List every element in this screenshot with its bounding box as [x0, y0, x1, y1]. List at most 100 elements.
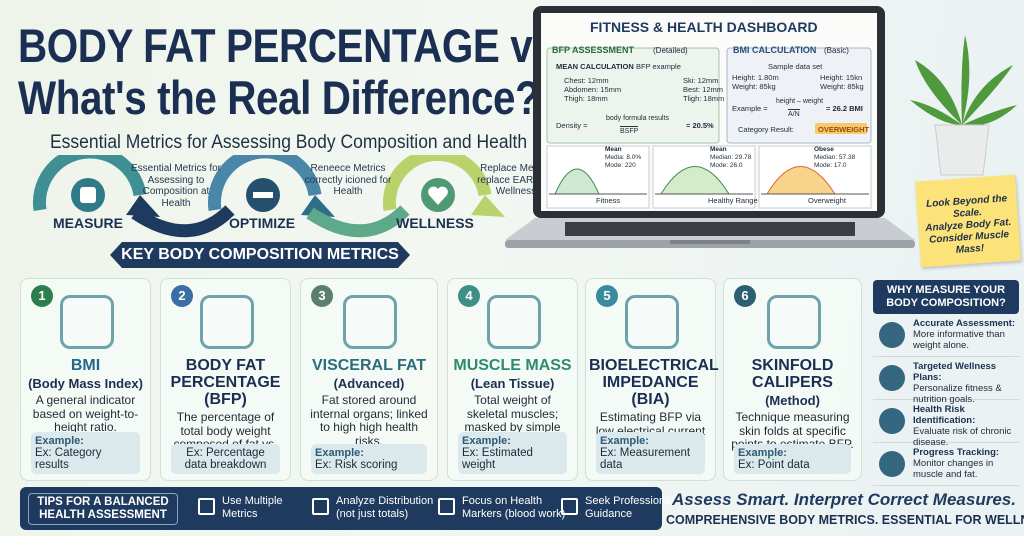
chart-stat: Mean	[710, 146, 727, 153]
card-number: 2	[171, 285, 193, 307]
metric-card: 3 VISCERAL FAT (Advanced) Fat stored around…	[300, 278, 438, 481]
card-title: SKINFOLD CALIPERS	[751, 357, 834, 391]
sidebar-item-title: Progress Tracking:	[913, 447, 1000, 458]
title-line-2: What's the Real Difference?	[18, 71, 540, 124]
metric-card: 2 BODY FAT PERCENTAGE (BFP) The percentage…	[160, 278, 291, 481]
example-box: Example: Ex: Measurement data	[596, 432, 705, 474]
example-box: Example: Ex: Category results	[31, 432, 140, 474]
bfp-heading: BFP ASSESSMENT	[552, 45, 635, 55]
card-number: 6	[734, 285, 756, 307]
sidebar-item: Targeted Wellness Plans: Personalize fitn…	[873, 357, 1019, 405]
flow-note: Reneece Metrics correctly icioned for He…	[304, 163, 392, 197]
bfp-row: Abdomen: 15mm	[564, 85, 622, 94]
bfp-numerator: body formula results	[606, 115, 670, 122]
card-icon	[199, 295, 254, 349]
example-label: Example:	[600, 435, 649, 447]
flow-step: OPTIMIZE	[228, 215, 296, 231]
example-text: Ex: Estimated weight	[462, 447, 533, 471]
laptop	[505, 6, 915, 248]
chart-stat: Obese	[814, 146, 834, 153]
bmi-row: Weight: 85kg	[732, 82, 776, 91]
card-title: BODY FAT PERCENTAGE (BFP)	[170, 357, 281, 408]
tip-item: Seek Professional Guidance	[561, 495, 681, 520]
chart-stat: Mean	[605, 146, 622, 153]
sidebar-item-title: Targeted Wellness Plans:	[913, 361, 997, 383]
tagline: Assess Smart. Interpret Correct Measures…	[672, 490, 1016, 509]
example-label: Example:	[315, 447, 364, 459]
example-text: Ex: Measurement data	[600, 447, 691, 471]
chart-stat: Median: 29.78	[710, 154, 752, 161]
sticky-line: Consider Muscle Mass!	[928, 229, 1010, 256]
bfp-row: Chest: 12mm	[564, 76, 609, 85]
card-subtitle: (Body Mass Index)	[28, 376, 143, 391]
sidebar-item-text: Monitor changes in muscle and fat.	[913, 458, 994, 480]
example-box: Example: Ex: Point data	[734, 444, 851, 474]
sidebar-item: Health Risk Identification: Evaluate risk…	[873, 400, 1019, 448]
sidebar-item: Accurate Assessment: More informative tha…	[873, 314, 1019, 357]
bmi-result: = 26.2 BMI	[826, 104, 863, 113]
subtitle: Essential Metrics for Assessing Body Com…	[50, 132, 566, 153]
card-icon	[624, 295, 679, 349]
sidebar-title: WHY MEASURE YOUR BODY COMPOSITION?	[873, 280, 1019, 314]
bfp-row: Thigh: 18mm	[564, 94, 608, 103]
card-number: 5	[596, 285, 618, 307]
sidebar-item-text: Personalize fitness & nutrition goals.	[913, 383, 1002, 405]
tips-bar: TIPS FOR A BALANCED HEALTH ASSESSMENT Us…	[20, 487, 674, 530]
bfp-tag: (Detailed)	[653, 46, 688, 55]
tips-title: TIPS FOR A BALANCED HEALTH ASSESSMENT	[28, 493, 178, 525]
example-label: Example:	[738, 447, 787, 459]
dashboard-title: FITNESS & HEALTH DASHBOARD	[590, 19, 818, 35]
card-description: A general indicator based on weight-to-h…	[32, 393, 139, 434]
bfp-formula-label: Density =	[556, 121, 588, 130]
card-icon	[766, 295, 821, 349]
flow-step: MEASURE	[52, 215, 123, 231]
chart-label: Overweight	[808, 196, 846, 205]
section-title: KEY BODY COMPOSITION METRICS	[110, 242, 410, 268]
bmi-heading: BMI CALCULATION	[733, 45, 817, 55]
footer-banner: COMPREHENSIVE BODY METRICS. ESSENTIAL FO…	[666, 513, 1024, 527]
plant	[910, 35, 1017, 176]
bmi-tag: (Basic)	[824, 46, 849, 55]
sidebar-icon	[879, 322, 905, 348]
chart-label: Fitness	[596, 196, 621, 205]
metric-card: 1 BMI (Body Mass Index) A general indicator…	[20, 278, 151, 481]
card-icon	[486, 295, 541, 349]
chart-stat: Mode: 26.0	[710, 162, 743, 169]
flow-note: Essential Metrics for Assessing to Compo…	[130, 163, 222, 209]
card-icon	[343, 295, 397, 349]
flow-note: Replace Metrics replace EARN for Wellnes…	[477, 163, 555, 197]
example-box: Example: Ex: Estimated weight	[458, 432, 567, 474]
chart-stat: Mode: 220	[605, 162, 636, 169]
bfp-result: = 20.5%	[686, 121, 714, 130]
example-label: Example:	[462, 435, 511, 447]
sidebar-icon	[879, 408, 905, 434]
example-text: Ex: Category results	[35, 447, 102, 471]
card-number: 3	[311, 285, 333, 307]
card-title: MUSCLE MASS	[453, 357, 572, 374]
example-text: Ex: Risk scoring	[315, 459, 398, 471]
bfp-row: Best: 12mm	[683, 85, 724, 94]
flow-arrows	[32, 155, 505, 238]
metric-card: 4 MUSCLE MASS (Lean Tissue) Total weight of…	[447, 278, 578, 481]
chart-stat: Median: 57.38	[814, 154, 856, 161]
bmi-row: Height: 1.80m	[732, 73, 779, 82]
card-subtitle: (Method)	[765, 393, 820, 408]
example-box: Example: Ex: Risk scoring	[311, 444, 427, 474]
tip-item: Focus on Health Markers (blood work)	[438, 495, 568, 520]
bfp-row: Ski: 12mm	[683, 76, 719, 85]
example-text: Ex: Point data	[738, 459, 810, 471]
example-label: Example:	[35, 435, 84, 447]
bmi-denominator: A/N	[788, 109, 800, 118]
card-title: VISCERAL FAT	[311, 357, 427, 374]
bmi-formula-label: Example =	[732, 104, 768, 113]
example-text: Ex: Percentage data breakdown	[184, 447, 267, 471]
flow-step: WELLNESS	[396, 215, 474, 231]
card-title: BIOELECTRICAL IMPEDANCE (BIA)	[589, 357, 719, 408]
sidebar: WHY MEASURE YOUR BODY COMPOSITION? Accur…	[873, 280, 1019, 486]
bmi-sample: Sample data set	[768, 62, 823, 71]
bmi-row: Weight: 85kg	[820, 82, 864, 91]
card-number: 1	[31, 285, 53, 307]
card-title: BMI	[70, 357, 101, 374]
chart-label: Healthy Range	[708, 196, 758, 205]
